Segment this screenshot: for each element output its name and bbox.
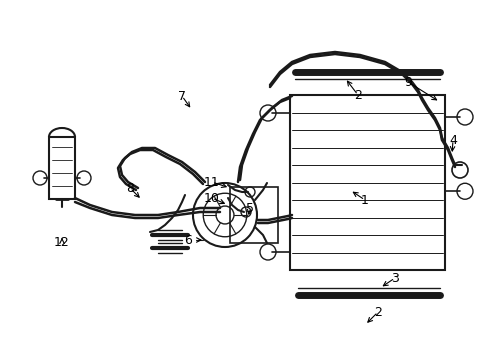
Bar: [229, 187, 278, 243]
Text: 6: 6: [183, 234, 192, 247]
Text: 2: 2: [353, 89, 361, 102]
Text: 1: 1: [360, 194, 368, 207]
Bar: [289, 95, 444, 270]
Text: 2: 2: [373, 306, 381, 319]
Bar: [49, 137, 75, 199]
Text: 9: 9: [403, 76, 411, 89]
Text: 7: 7: [178, 90, 185, 103]
Text: 12: 12: [54, 235, 70, 248]
Text: 10: 10: [203, 192, 220, 204]
Text: 5: 5: [245, 202, 253, 215]
Text: 11: 11: [203, 176, 220, 189]
Text: 4: 4: [448, 134, 456, 147]
Text: 8: 8: [126, 181, 134, 194]
Text: 3: 3: [390, 271, 398, 284]
